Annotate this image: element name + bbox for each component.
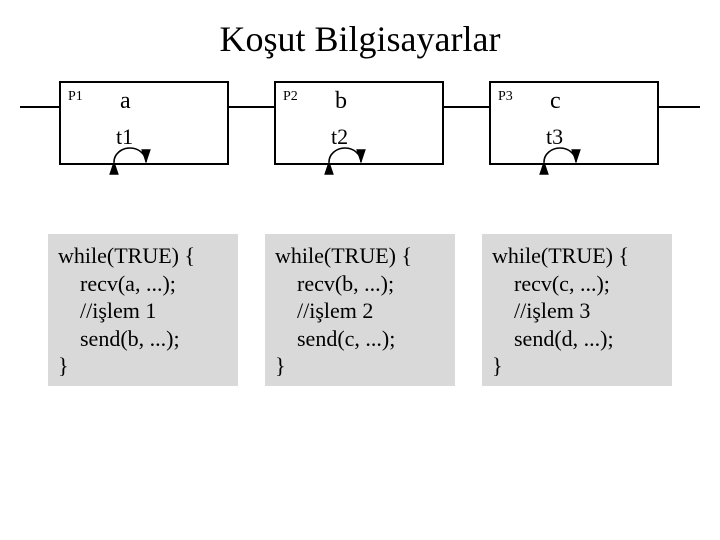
code-block-3: while(TRUE) { recv(c, ...); //işlem 3 se…	[482, 234, 672, 386]
svg-text:t3: t3	[546, 124, 563, 149]
process-boxes-svg: P1 a t1 P2 b t2 P3 c t3	[0, 0, 720, 200]
svg-text:t2: t2	[331, 124, 348, 149]
svg-text:c: c	[550, 88, 561, 114]
diagram-stage: Koşut Bilgisayarlar P1at1P2bt2P3ct3 whil…	[0, 0, 720, 540]
code-block-2: while(TRUE) { recv(b, ...); //işlem 2 se…	[265, 234, 455, 386]
svg-text:t1: t1	[116, 124, 133, 149]
svg-text:a: a	[120, 88, 131, 114]
svg-text:P2: P2	[283, 89, 298, 104]
code-block-1: while(TRUE) { recv(a, ...); //işlem 1 se…	[48, 234, 238, 386]
svg-text:P3: P3	[498, 89, 513, 104]
svg-text:b: b	[335, 88, 347, 114]
svg-text:P1: P1	[68, 89, 83, 104]
